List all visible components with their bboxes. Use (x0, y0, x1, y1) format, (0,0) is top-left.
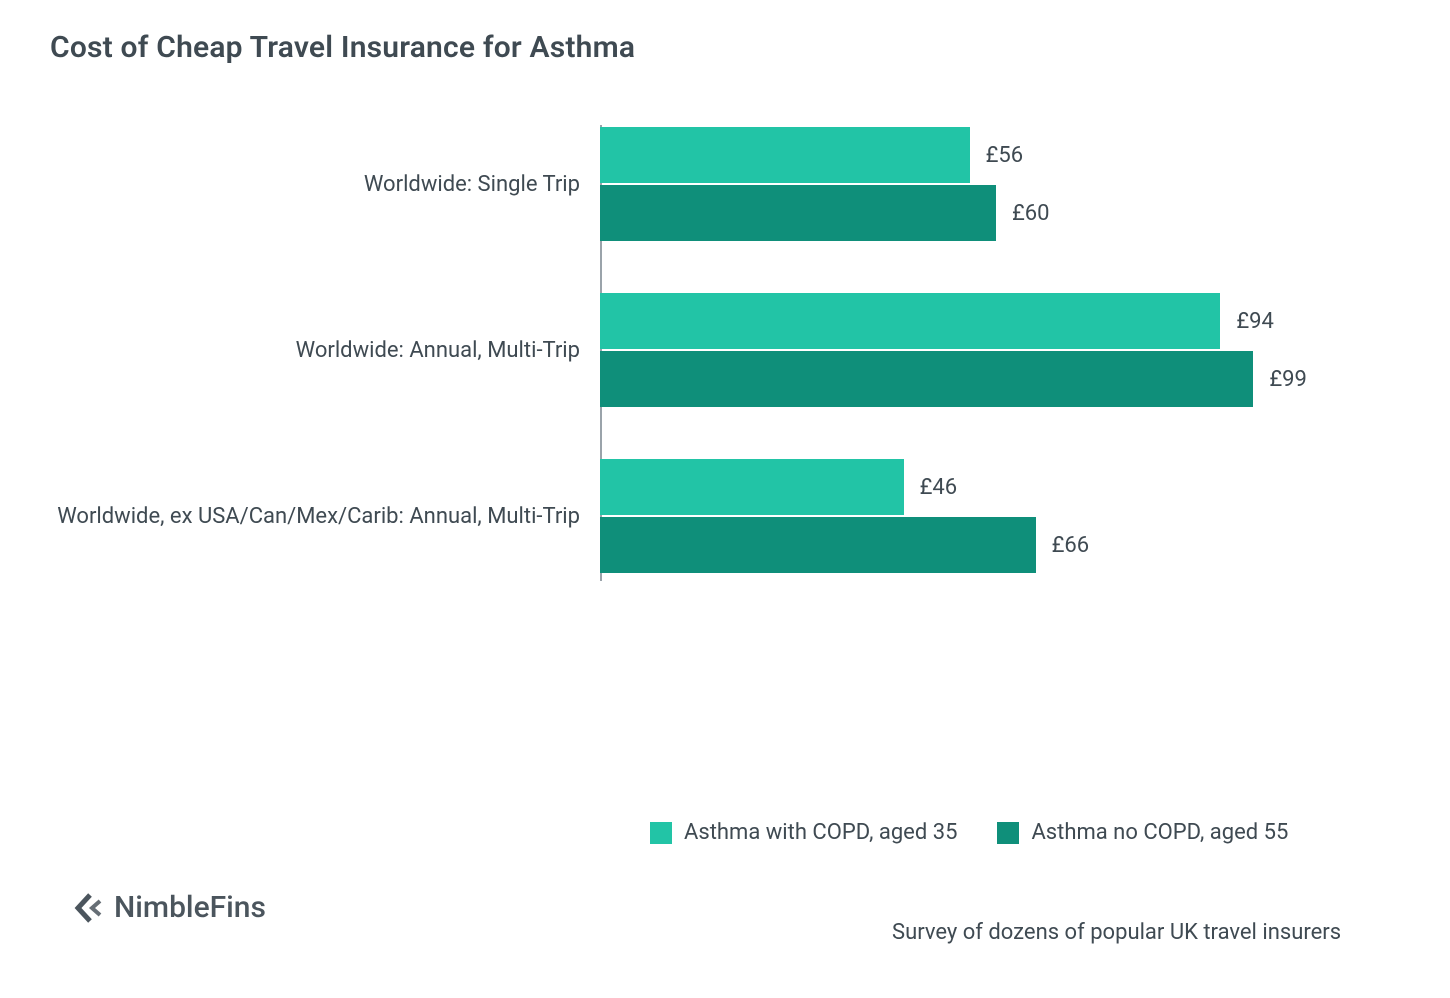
category-label: Worldwide: Annual, Multi-Trip (40, 338, 600, 363)
legend-label: Asthma no COPD, aged 55 (1031, 820, 1288, 845)
legend-swatch (997, 822, 1019, 844)
bar-value-label: £60 (1012, 201, 1050, 226)
bar (600, 185, 996, 241)
bar-row: £60 (600, 185, 1380, 241)
bar-row: £94 (600, 293, 1380, 349)
legend-label: Asthma with COPD, aged 35 (684, 820, 957, 845)
bar (600, 459, 904, 515)
chart-group: Worldwide, ex USA/Can/Mex/Carib: Annual,… (40, 457, 1380, 575)
bar-row: £66 (600, 517, 1380, 573)
legend-item: Asthma no COPD, aged 55 (997, 820, 1288, 845)
bar-value-label: £99 (1269, 367, 1307, 392)
bar-value-label: £94 (1236, 309, 1274, 334)
chart-container: Cost of Cheap Travel Insurance for Asthm… (40, 20, 1410, 958)
chart-plot-area: Worldwide: Single Trip £56 £60 Worldwide: A… (40, 125, 1380, 575)
brand-name: NimbleFins (114, 890, 266, 925)
bar-pair: £56 £60 (600, 125, 1380, 243)
bar (600, 517, 1036, 573)
bar (600, 351, 1253, 407)
bar (600, 127, 970, 183)
bar-value-label: £56 (986, 143, 1024, 168)
bar-row: £56 (600, 127, 1380, 183)
legend-item: Asthma with COPD, aged 35 (650, 820, 957, 845)
chart-footnote: Survey of dozens of popular UK travel in… (892, 920, 1341, 945)
chart-group: Worldwide: Annual, Multi-Trip £94 £99 (40, 291, 1380, 409)
category-label: Worldwide, ex USA/Can/Mex/Carib: Annual,… (40, 504, 600, 529)
bar-value-label: £46 (920, 475, 958, 500)
chart-title: Cost of Cheap Travel Insurance for Asthm… (50, 30, 1410, 65)
bar (600, 293, 1220, 349)
brand-logo: NimbleFins (70, 890, 266, 925)
chart-legend: Asthma with COPD, aged 35 Asthma no COPD,… (650, 820, 1288, 845)
bar-pair: £46 £66 (600, 457, 1380, 575)
bar-pair: £94 £99 (600, 291, 1380, 409)
bar-row: £46 (600, 459, 1380, 515)
bar-row: £99 (600, 351, 1380, 407)
category-label: Worldwide: Single Trip (40, 172, 600, 197)
chart-group: Worldwide: Single Trip £56 £60 (40, 125, 1380, 243)
legend-swatch (650, 822, 672, 844)
bar-value-label: £66 (1052, 533, 1090, 558)
brand-chevron-icon (70, 891, 104, 925)
